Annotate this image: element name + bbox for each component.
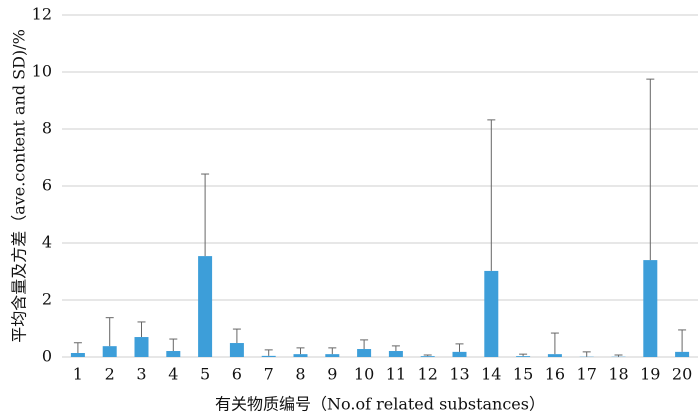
x-tick-label: 19 [640,365,660,384]
x-tick-label: 18 [608,365,628,384]
x-tick-label: 14 [481,365,501,384]
x-tick-label: 16 [545,365,565,384]
y-tick-label: 0 [42,347,52,366]
x-axis-label: 有关物质编号（No.of related substances） [215,395,545,414]
bar [516,356,531,357]
x-tick-label: 15 [513,365,533,384]
x-tick-label: 6 [232,365,242,384]
bar [388,351,403,357]
bar [229,343,244,357]
x-tick-label: 7 [264,365,274,384]
x-tick-label: 1 [73,365,83,384]
x-tick-label: 4 [168,365,178,384]
bar [134,337,149,357]
y-tick-label: 4 [42,233,52,252]
bar [452,351,467,357]
x-tick-label: 17 [577,365,597,384]
bar [420,356,435,357]
x-tick-label: 9 [327,365,337,384]
bar [325,354,340,357]
bar [675,351,690,357]
y-tick-label: 6 [42,176,52,195]
x-tick-label: 11 [386,365,406,384]
bar [293,354,308,357]
x-tick-label: 13 [449,365,469,384]
bar [70,353,85,357]
bar [357,349,372,357]
bar [484,270,499,357]
bar [261,355,276,357]
x-tick-label: 3 [136,365,146,384]
x-tick-label: 12 [418,365,438,384]
y-tick-label: 10 [32,62,52,81]
y-axis-label: 平均含量及方差（ave.content and SD)/% [10,29,29,343]
bar [198,256,213,357]
y-tick-label: 12 [32,5,52,24]
x-tick-label: 10 [354,365,374,384]
bar [547,354,562,357]
x-tick-label: 8 [295,365,305,384]
y-tick-label: 8 [42,119,52,138]
y-tick-label: 2 [42,290,52,309]
x-tick-label: 20 [672,365,692,384]
bar [166,351,181,357]
bar [102,346,117,357]
bar [643,260,658,357]
x-tick-label: 5 [200,365,210,384]
x-tick-label: 2 [105,365,115,384]
